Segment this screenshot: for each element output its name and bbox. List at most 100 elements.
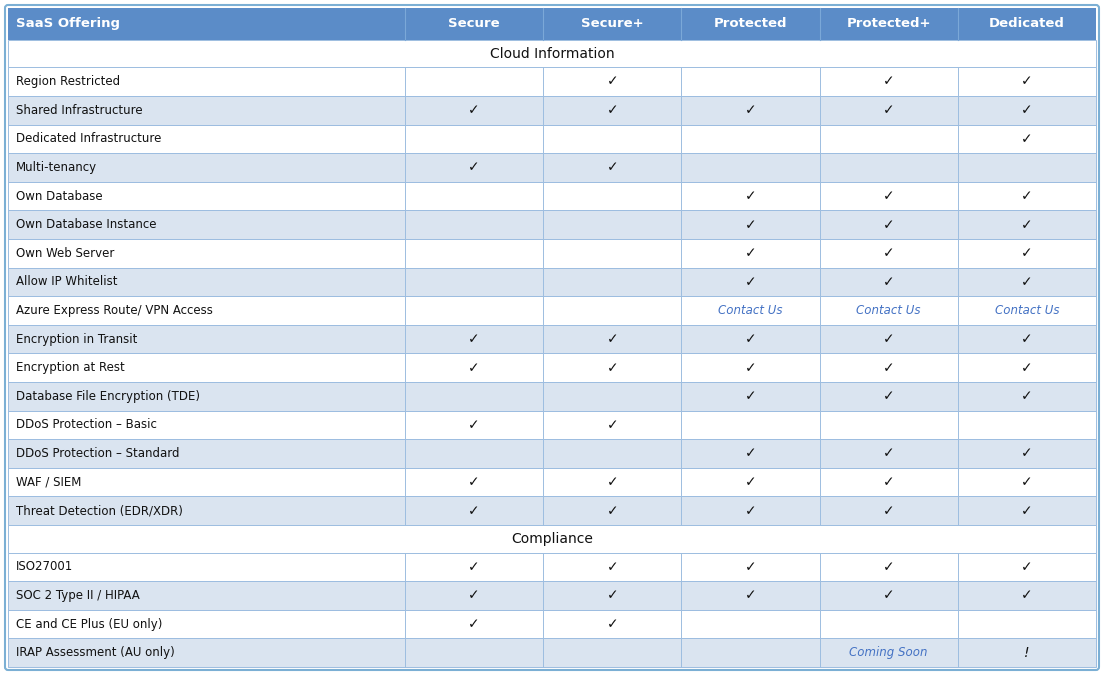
- Text: ✓: ✓: [1021, 475, 1032, 489]
- Text: ✓: ✓: [745, 560, 756, 574]
- Text: ✓: ✓: [883, 332, 894, 346]
- Text: ✓: ✓: [883, 560, 894, 574]
- Text: ✓: ✓: [606, 617, 618, 631]
- Text: Threat Detection (EDR/XDR): Threat Detection (EDR/XDR): [15, 504, 183, 517]
- Text: ✓: ✓: [745, 447, 756, 460]
- Text: ✓: ✓: [1021, 246, 1032, 261]
- Text: ✓: ✓: [468, 161, 480, 174]
- Text: Contact Us: Contact Us: [857, 304, 921, 317]
- Text: IRAP Assessment (AU only): IRAP Assessment (AU only): [15, 646, 174, 659]
- Text: Region Restricted: Region Restricted: [15, 75, 120, 88]
- Text: Secure+: Secure+: [581, 18, 644, 30]
- Text: ✓: ✓: [745, 246, 756, 261]
- Text: ✓: ✓: [883, 103, 894, 117]
- Text: ✓: ✓: [1021, 189, 1032, 203]
- Text: ✓: ✓: [745, 332, 756, 346]
- Text: ✓: ✓: [745, 504, 756, 518]
- Text: ✓: ✓: [1021, 132, 1032, 146]
- Text: Dedicated: Dedicated: [989, 18, 1065, 30]
- Text: ✓: ✓: [468, 360, 480, 375]
- Text: Multi-tenancy: Multi-tenancy: [15, 161, 97, 174]
- Bar: [8, 211, 1096, 239]
- Bar: [8, 8, 1096, 40]
- Bar: [8, 239, 1096, 267]
- Bar: [8, 525, 1096, 553]
- Text: ✓: ✓: [468, 589, 480, 603]
- Text: Compliance: Compliance: [511, 532, 593, 546]
- Text: ✓: ✓: [606, 475, 618, 489]
- Text: ✓: ✓: [606, 560, 618, 574]
- Bar: [8, 468, 1096, 496]
- Text: ✓: ✓: [883, 217, 894, 232]
- Bar: [8, 439, 1096, 468]
- Text: ✓: ✓: [745, 189, 756, 203]
- Bar: [8, 496, 1096, 525]
- Text: ✓: ✓: [468, 560, 480, 574]
- Text: ✓: ✓: [468, 418, 480, 432]
- Bar: [8, 68, 1096, 96]
- Text: ✓: ✓: [1021, 389, 1032, 403]
- Text: ✓: ✓: [1021, 360, 1032, 375]
- Bar: [8, 354, 1096, 382]
- Text: ✓: ✓: [883, 360, 894, 375]
- Text: Shared Infrastructure: Shared Infrastructure: [15, 104, 142, 117]
- Text: !: !: [1025, 646, 1030, 659]
- Text: DDoS Protection – Standard: DDoS Protection – Standard: [15, 447, 180, 460]
- Bar: [8, 96, 1096, 125]
- Text: WAF / SIEM: WAF / SIEM: [15, 476, 82, 489]
- Text: ✓: ✓: [1021, 75, 1032, 88]
- Text: ✓: ✓: [1021, 504, 1032, 518]
- Text: ✓: ✓: [606, 75, 618, 88]
- Text: ✓: ✓: [745, 217, 756, 232]
- Text: ✓: ✓: [883, 389, 894, 403]
- Text: ✓: ✓: [606, 360, 618, 375]
- Text: ✓: ✓: [1021, 589, 1032, 603]
- Text: SaaS Offering: SaaS Offering: [15, 18, 120, 30]
- Text: ✓: ✓: [1021, 217, 1032, 232]
- Text: CE and CE Plus (EU only): CE and CE Plus (EU only): [15, 618, 162, 630]
- Text: ✓: ✓: [606, 504, 618, 518]
- Text: ✓: ✓: [745, 589, 756, 603]
- Text: ISO27001: ISO27001: [15, 560, 73, 573]
- Text: ✓: ✓: [1021, 560, 1032, 574]
- Bar: [8, 182, 1096, 211]
- Text: ✓: ✓: [745, 360, 756, 375]
- Text: ✓: ✓: [1021, 447, 1032, 460]
- Text: ✓: ✓: [883, 246, 894, 261]
- Text: ✓: ✓: [883, 475, 894, 489]
- Bar: [8, 296, 1096, 325]
- Bar: [8, 382, 1096, 410]
- Text: ✓: ✓: [468, 103, 480, 117]
- Text: ✓: ✓: [606, 589, 618, 603]
- Bar: [8, 639, 1096, 667]
- Text: ✓: ✓: [1021, 103, 1032, 117]
- Text: ✓: ✓: [883, 504, 894, 518]
- Text: ✓: ✓: [883, 75, 894, 88]
- Bar: [8, 40, 1096, 68]
- Text: ✓: ✓: [883, 189, 894, 203]
- Text: ✓: ✓: [468, 617, 480, 631]
- Text: ✓: ✓: [1021, 332, 1032, 346]
- Text: Dedicated Infrastructure: Dedicated Infrastructure: [15, 132, 161, 145]
- Text: ✓: ✓: [745, 103, 756, 117]
- Text: ✓: ✓: [606, 418, 618, 432]
- Text: ✓: ✓: [883, 447, 894, 460]
- Text: ✓: ✓: [745, 275, 756, 289]
- Text: Contact Us: Contact Us: [995, 304, 1059, 317]
- Text: Contact Us: Contact Us: [719, 304, 783, 317]
- Text: Encryption in Transit: Encryption in Transit: [15, 333, 137, 346]
- Text: Own Web Server: Own Web Server: [15, 247, 115, 260]
- Text: Own Database Instance: Own Database Instance: [15, 218, 157, 231]
- Bar: [8, 553, 1096, 581]
- Text: ✓: ✓: [468, 475, 480, 489]
- Text: Protected: Protected: [714, 18, 787, 30]
- Text: Coming Soon: Coming Soon: [849, 646, 928, 659]
- Text: Azure Express Route/ VPN Access: Azure Express Route/ VPN Access: [15, 304, 213, 317]
- Bar: [8, 325, 1096, 354]
- Text: ✓: ✓: [745, 475, 756, 489]
- Bar: [8, 581, 1096, 610]
- Text: ✓: ✓: [468, 504, 480, 518]
- Bar: [8, 410, 1096, 439]
- Text: Database File Encryption (TDE): Database File Encryption (TDE): [15, 389, 200, 403]
- Text: ✓: ✓: [1021, 275, 1032, 289]
